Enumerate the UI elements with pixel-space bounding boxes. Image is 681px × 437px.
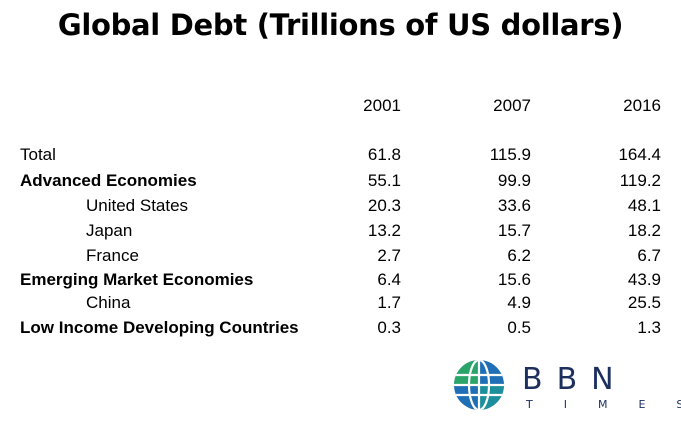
table-cell: 15.7: [497, 221, 531, 240]
table-row: Emerging Market Economies 6.4 15.6 43.9: [0, 270, 681, 294]
table-cell: 15.6: [497, 270, 531, 289]
table-cell: 61.8: [367, 145, 401, 164]
table-cell: 1.7: [377, 293, 401, 312]
row-label: Japan: [86, 221, 133, 240]
table-cell: 4.9: [507, 293, 531, 312]
table-cell: 43.9: [627, 270, 661, 289]
table-cell: 99.9: [497, 171, 531, 190]
table-row: China 1.7 4.9 25.5: [0, 293, 681, 317]
row-label: China: [86, 293, 131, 312]
table-cell: 119.2: [619, 171, 661, 190]
table-cell: 1.3: [637, 318, 661, 337]
table-cell: 6.2: [507, 246, 531, 265]
table-cell: 18.2: [627, 221, 661, 240]
table-cell: 55.1: [367, 171, 401, 190]
table-cell: 6.7: [637, 246, 661, 265]
table-cell: 6.4: [377, 270, 401, 289]
globe-icon: [454, 360, 504, 410]
logo-subtext: TIMES: [526, 398, 681, 411]
row-label: Low Income Developing Countries: [20, 318, 299, 337]
table-cell: 48.1: [627, 196, 661, 215]
table-cell: 25.5: [627, 293, 661, 312]
table-cell: 115.9: [489, 145, 531, 164]
table-row: Japan 13.2 15.7 18.2: [0, 221, 681, 245]
table-cell: 20.3: [367, 196, 401, 215]
row-label: United States: [86, 196, 189, 215]
table-row: Advanced Economies 55.1 99.9 119.2: [0, 171, 681, 195]
table-cell: 2.7: [377, 246, 401, 265]
row-label: France: [86, 246, 139, 265]
row-label: Advanced Economies: [20, 171, 197, 190]
column-header-2007: 2007: [493, 96, 531, 115]
table-cell: 164.4: [618, 145, 661, 164]
column-header-2016: 2016: [623, 96, 661, 115]
logo-text: BBN: [522, 362, 628, 397]
table-row: Low Income Developing Countries 0.3 0.5 1.3: [0, 318, 681, 342]
column-header-2001: 2001: [363, 96, 401, 115]
table-row: United States 20.3 33.6 48.1: [0, 196, 681, 220]
table-row: France 2.7 6.2 6.7: [0, 246, 681, 270]
page-title: Global Debt (Trillions of US dollars): [57, 8, 624, 42]
table-row: Total 61.8 115.9 164.4: [0, 145, 681, 169]
row-label: Total: [20, 145, 56, 164]
table-cell: 13.2: [367, 221, 401, 240]
row-label: Emerging Market Economies: [20, 270, 254, 289]
table-cell: 0.5: [507, 318, 531, 337]
bbn-times-logo: BBN TIMES: [452, 356, 681, 416]
table-cell: 33.6: [497, 196, 531, 215]
table-cell: 0.3: [377, 318, 401, 337]
